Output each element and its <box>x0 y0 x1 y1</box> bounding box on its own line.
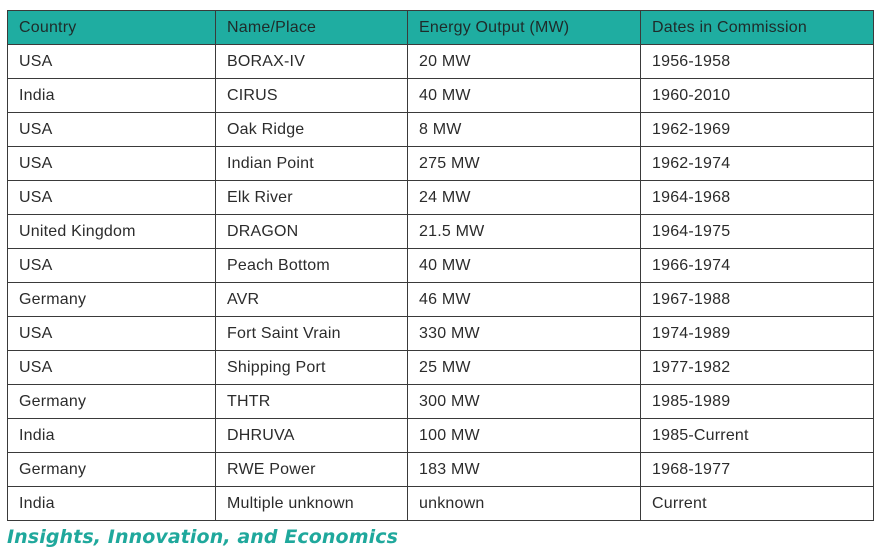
header-row: Country Name/Place Energy Output (MW) Da… <box>7 10 874 45</box>
table-row: India Multiple unknown unknown Current <box>7 486 874 521</box>
cell-energy-output: unknown <box>407 486 641 521</box>
cell-country: USA <box>7 44 216 79</box>
cell-dates: 1962-1974 <box>640 146 874 181</box>
cell-name-place: DRAGON <box>215 214 408 249</box>
cell-country: USA <box>7 350 216 385</box>
table-row: Germany THTR 300 MW 1985-1989 <box>7 384 874 419</box>
table-row: United Kingdom DRAGON 21.5 MW 1964-1975 <box>7 214 874 249</box>
cell-energy-output: 24 MW <box>407 180 641 215</box>
cell-energy-output: 20 MW <box>407 44 641 79</box>
cell-energy-output: 275 MW <box>407 146 641 181</box>
cell-energy-output: 40 MW <box>407 248 641 283</box>
table-row: USA Peach Bottom 40 MW 1966-1974 <box>7 248 874 283</box>
table-row: USA Oak Ridge 8 MW 1962-1969 <box>7 112 874 147</box>
header-name-place: Name/Place <box>215 10 408 45</box>
reactor-table: Country Name/Place Energy Output (MW) Da… <box>7 10 874 521</box>
cell-energy-output: 46 MW <box>407 282 641 317</box>
cell-name-place: Multiple unknown <box>215 486 408 521</box>
cell-name-place: CIRUS <box>215 78 408 113</box>
cell-energy-output: 40 MW <box>407 78 641 113</box>
cell-energy-output: 8 MW <box>407 112 641 147</box>
cell-dates: 1962-1969 <box>640 112 874 147</box>
cell-country: India <box>7 78 216 113</box>
cell-energy-output: 100 MW <box>407 418 641 453</box>
table-row: USA BORAX-IV 20 MW 1956-1958 <box>7 44 874 79</box>
cell-name-place: BORAX-IV <box>215 44 408 79</box>
section-footer-title: Insights, Innovation, and Economics <box>7 526 398 548</box>
cell-energy-output: 330 MW <box>407 316 641 351</box>
cell-name-place: RWE Power <box>215 452 408 487</box>
table-row: USA Fort Saint Vrain 330 MW 1974-1989 <box>7 316 874 351</box>
table-row: USA Indian Point 275 MW 1962-1974 <box>7 146 874 181</box>
cell-country: United Kingdom <box>7 214 216 249</box>
header-country: Country <box>7 10 216 45</box>
header-energy-output: Energy Output (MW) <box>407 10 641 45</box>
header-dates-in-commission: Dates in Commission <box>640 10 874 45</box>
cell-country: India <box>7 418 216 453</box>
cell-dates: 1967-1988 <box>640 282 874 317</box>
cell-energy-output: 300 MW <box>407 384 641 419</box>
table-row: Germany RWE Power 183 MW 1968-1977 <box>7 452 874 487</box>
cell-dates: 1964-1968 <box>640 180 874 215</box>
cell-name-place: Shipping Port <box>215 350 408 385</box>
cell-name-place: Fort Saint Vrain <box>215 316 408 351</box>
table-row: India DHRUVA 100 MW 1985-Current <box>7 418 874 453</box>
table-row: USA Shipping Port 25 MW 1977-1982 <box>7 350 874 385</box>
cell-name-place: AVR <box>215 282 408 317</box>
cell-country: Germany <box>7 282 216 317</box>
cell-country: USA <box>7 316 216 351</box>
cell-name-place: DHRUVA <box>215 418 408 453</box>
table-body: USA BORAX-IV 20 MW 1956-1958 India CIRUS… <box>7 44 874 521</box>
cell-dates: 1977-1982 <box>640 350 874 385</box>
cell-name-place: Peach Bottom <box>215 248 408 283</box>
cell-country: Germany <box>7 384 216 419</box>
cell-name-place: Elk River <box>215 180 408 215</box>
reactor-table-container: Country Name/Place Energy Output (MW) Da… <box>7 10 874 521</box>
cell-country: USA <box>7 146 216 181</box>
cell-dates: 1966-1974 <box>640 248 874 283</box>
cell-country: USA <box>7 112 216 147</box>
cell-dates: 1968-1977 <box>640 452 874 487</box>
cell-energy-output: 21.5 MW <box>407 214 641 249</box>
cell-dates: 1960-2010 <box>640 78 874 113</box>
cell-country: USA <box>7 248 216 283</box>
cell-name-place: Oak Ridge <box>215 112 408 147</box>
cell-dates: 1985-1989 <box>640 384 874 419</box>
table-row: USA Elk River 24 MW 1964-1968 <box>7 180 874 215</box>
table-row: India CIRUS 40 MW 1960-2010 <box>7 78 874 113</box>
cell-country: India <box>7 486 216 521</box>
cell-dates: 1974-1989 <box>640 316 874 351</box>
cell-country: USA <box>7 180 216 215</box>
table-row: Germany AVR 46 MW 1967-1988 <box>7 282 874 317</box>
cell-dates: 1985-Current <box>640 418 874 453</box>
cell-dates: 1956-1958 <box>640 44 874 79</box>
cell-name-place: THTR <box>215 384 408 419</box>
cell-energy-output: 25 MW <box>407 350 641 385</box>
cell-country: Germany <box>7 452 216 487</box>
cell-energy-output: 183 MW <box>407 452 641 487</box>
cell-dates: Current <box>640 486 874 521</box>
cell-dates: 1964-1975 <box>640 214 874 249</box>
cell-name-place: Indian Point <box>215 146 408 181</box>
table-header: Country Name/Place Energy Output (MW) Da… <box>7 10 874 45</box>
